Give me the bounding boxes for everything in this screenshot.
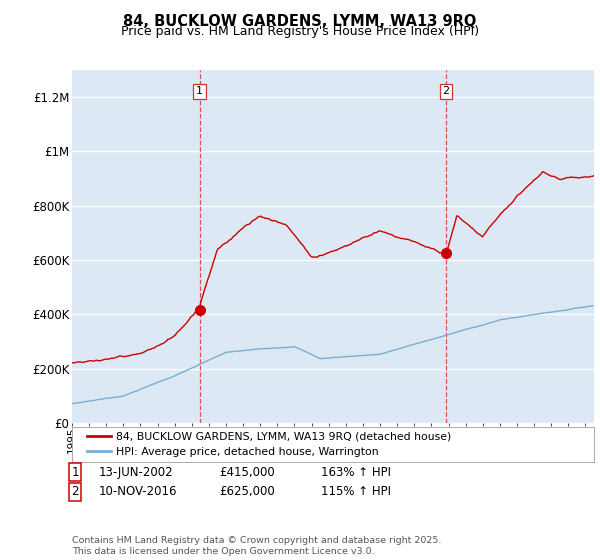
Text: £415,000: £415,000 — [219, 465, 275, 479]
Text: 84, BUCKLOW GARDENS, LYMM, WA13 9RQ: 84, BUCKLOW GARDENS, LYMM, WA13 9RQ — [124, 14, 476, 29]
Text: Contains HM Land Registry data © Crown copyright and database right 2025.
This d: Contains HM Land Registry data © Crown c… — [72, 536, 442, 556]
Text: 13-JUN-2002: 13-JUN-2002 — [99, 465, 173, 479]
Text: Price paid vs. HM Land Registry's House Price Index (HPI): Price paid vs. HM Land Registry's House … — [121, 25, 479, 38]
Text: 1: 1 — [196, 86, 203, 96]
Text: 2: 2 — [443, 86, 449, 96]
Text: 10-NOV-2016: 10-NOV-2016 — [99, 485, 178, 498]
Text: £625,000: £625,000 — [219, 485, 275, 498]
Text: 115% ↑ HPI: 115% ↑ HPI — [321, 485, 391, 498]
Text: 163% ↑ HPI: 163% ↑ HPI — [321, 465, 391, 479]
Legend: 84, BUCKLOW GARDENS, LYMM, WA13 9RQ (detached house), HPI: Average price, detach: 84, BUCKLOW GARDENS, LYMM, WA13 9RQ (det… — [83, 427, 456, 461]
Text: 2: 2 — [71, 485, 79, 498]
Text: 1: 1 — [71, 465, 79, 479]
